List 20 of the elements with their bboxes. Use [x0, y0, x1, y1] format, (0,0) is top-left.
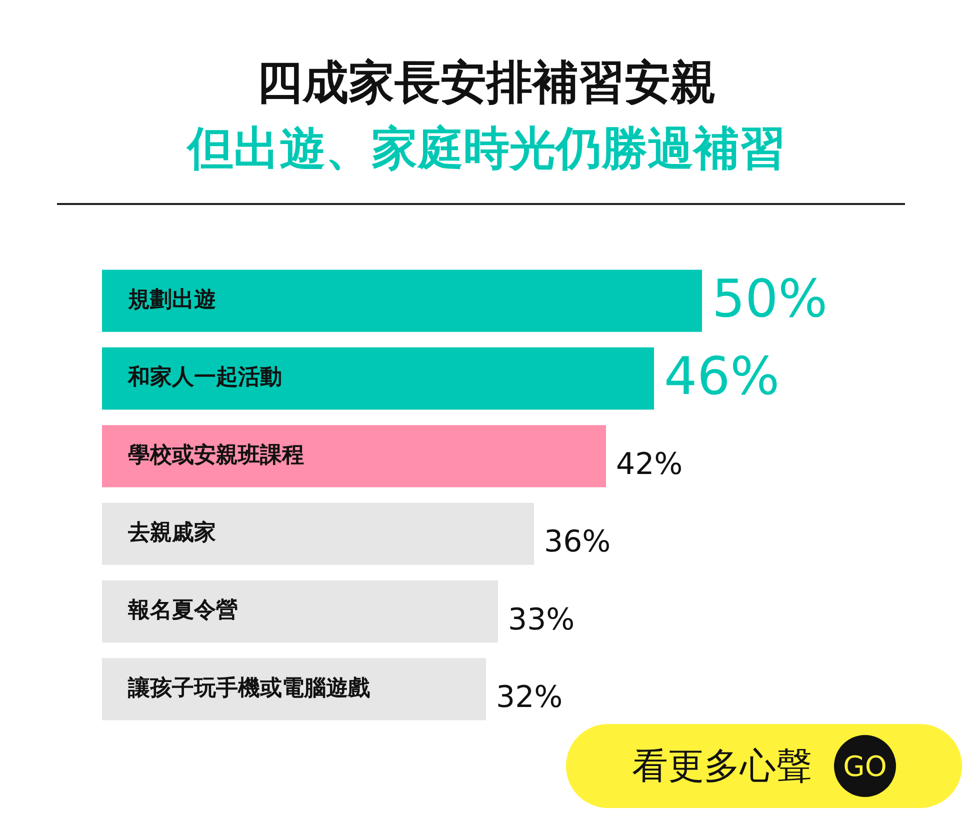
chart-subtitle: 但出遊、家庭時光仍勝過補習: [185, 120, 786, 177]
more-button: 看更多心聲 GO: [566, 724, 962, 808]
data-label: 33%: [508, 602, 575, 638]
data-label: 46%: [664, 347, 780, 408]
data-label: 42%: [616, 446, 683, 482]
bar: [102, 347, 654, 410]
data-label: 36%: [544, 524, 611, 560]
bar: [102, 270, 702, 332]
y-tick-label: 學校或安親班課程: [128, 442, 304, 468]
y-tick-label: 規劃出遊: [127, 288, 217, 313]
bar: [102, 425, 606, 488]
y-tick-label: 報名夏令營: [127, 598, 238, 624]
data-label: 50%: [712, 269, 828, 330]
chart-title: 四成家長安排補習安親: [256, 54, 718, 111]
y-tick-label: 讓孩子玩手機或電腦遊戲: [127, 674, 370, 701]
y-tick-label: 去親戚家: [127, 520, 216, 546]
bar: [102, 580, 498, 643]
y-tick-label: 和家人一起活動: [127, 364, 282, 390]
bar: [102, 502, 534, 565]
data-label: 32%: [496, 680, 563, 715]
